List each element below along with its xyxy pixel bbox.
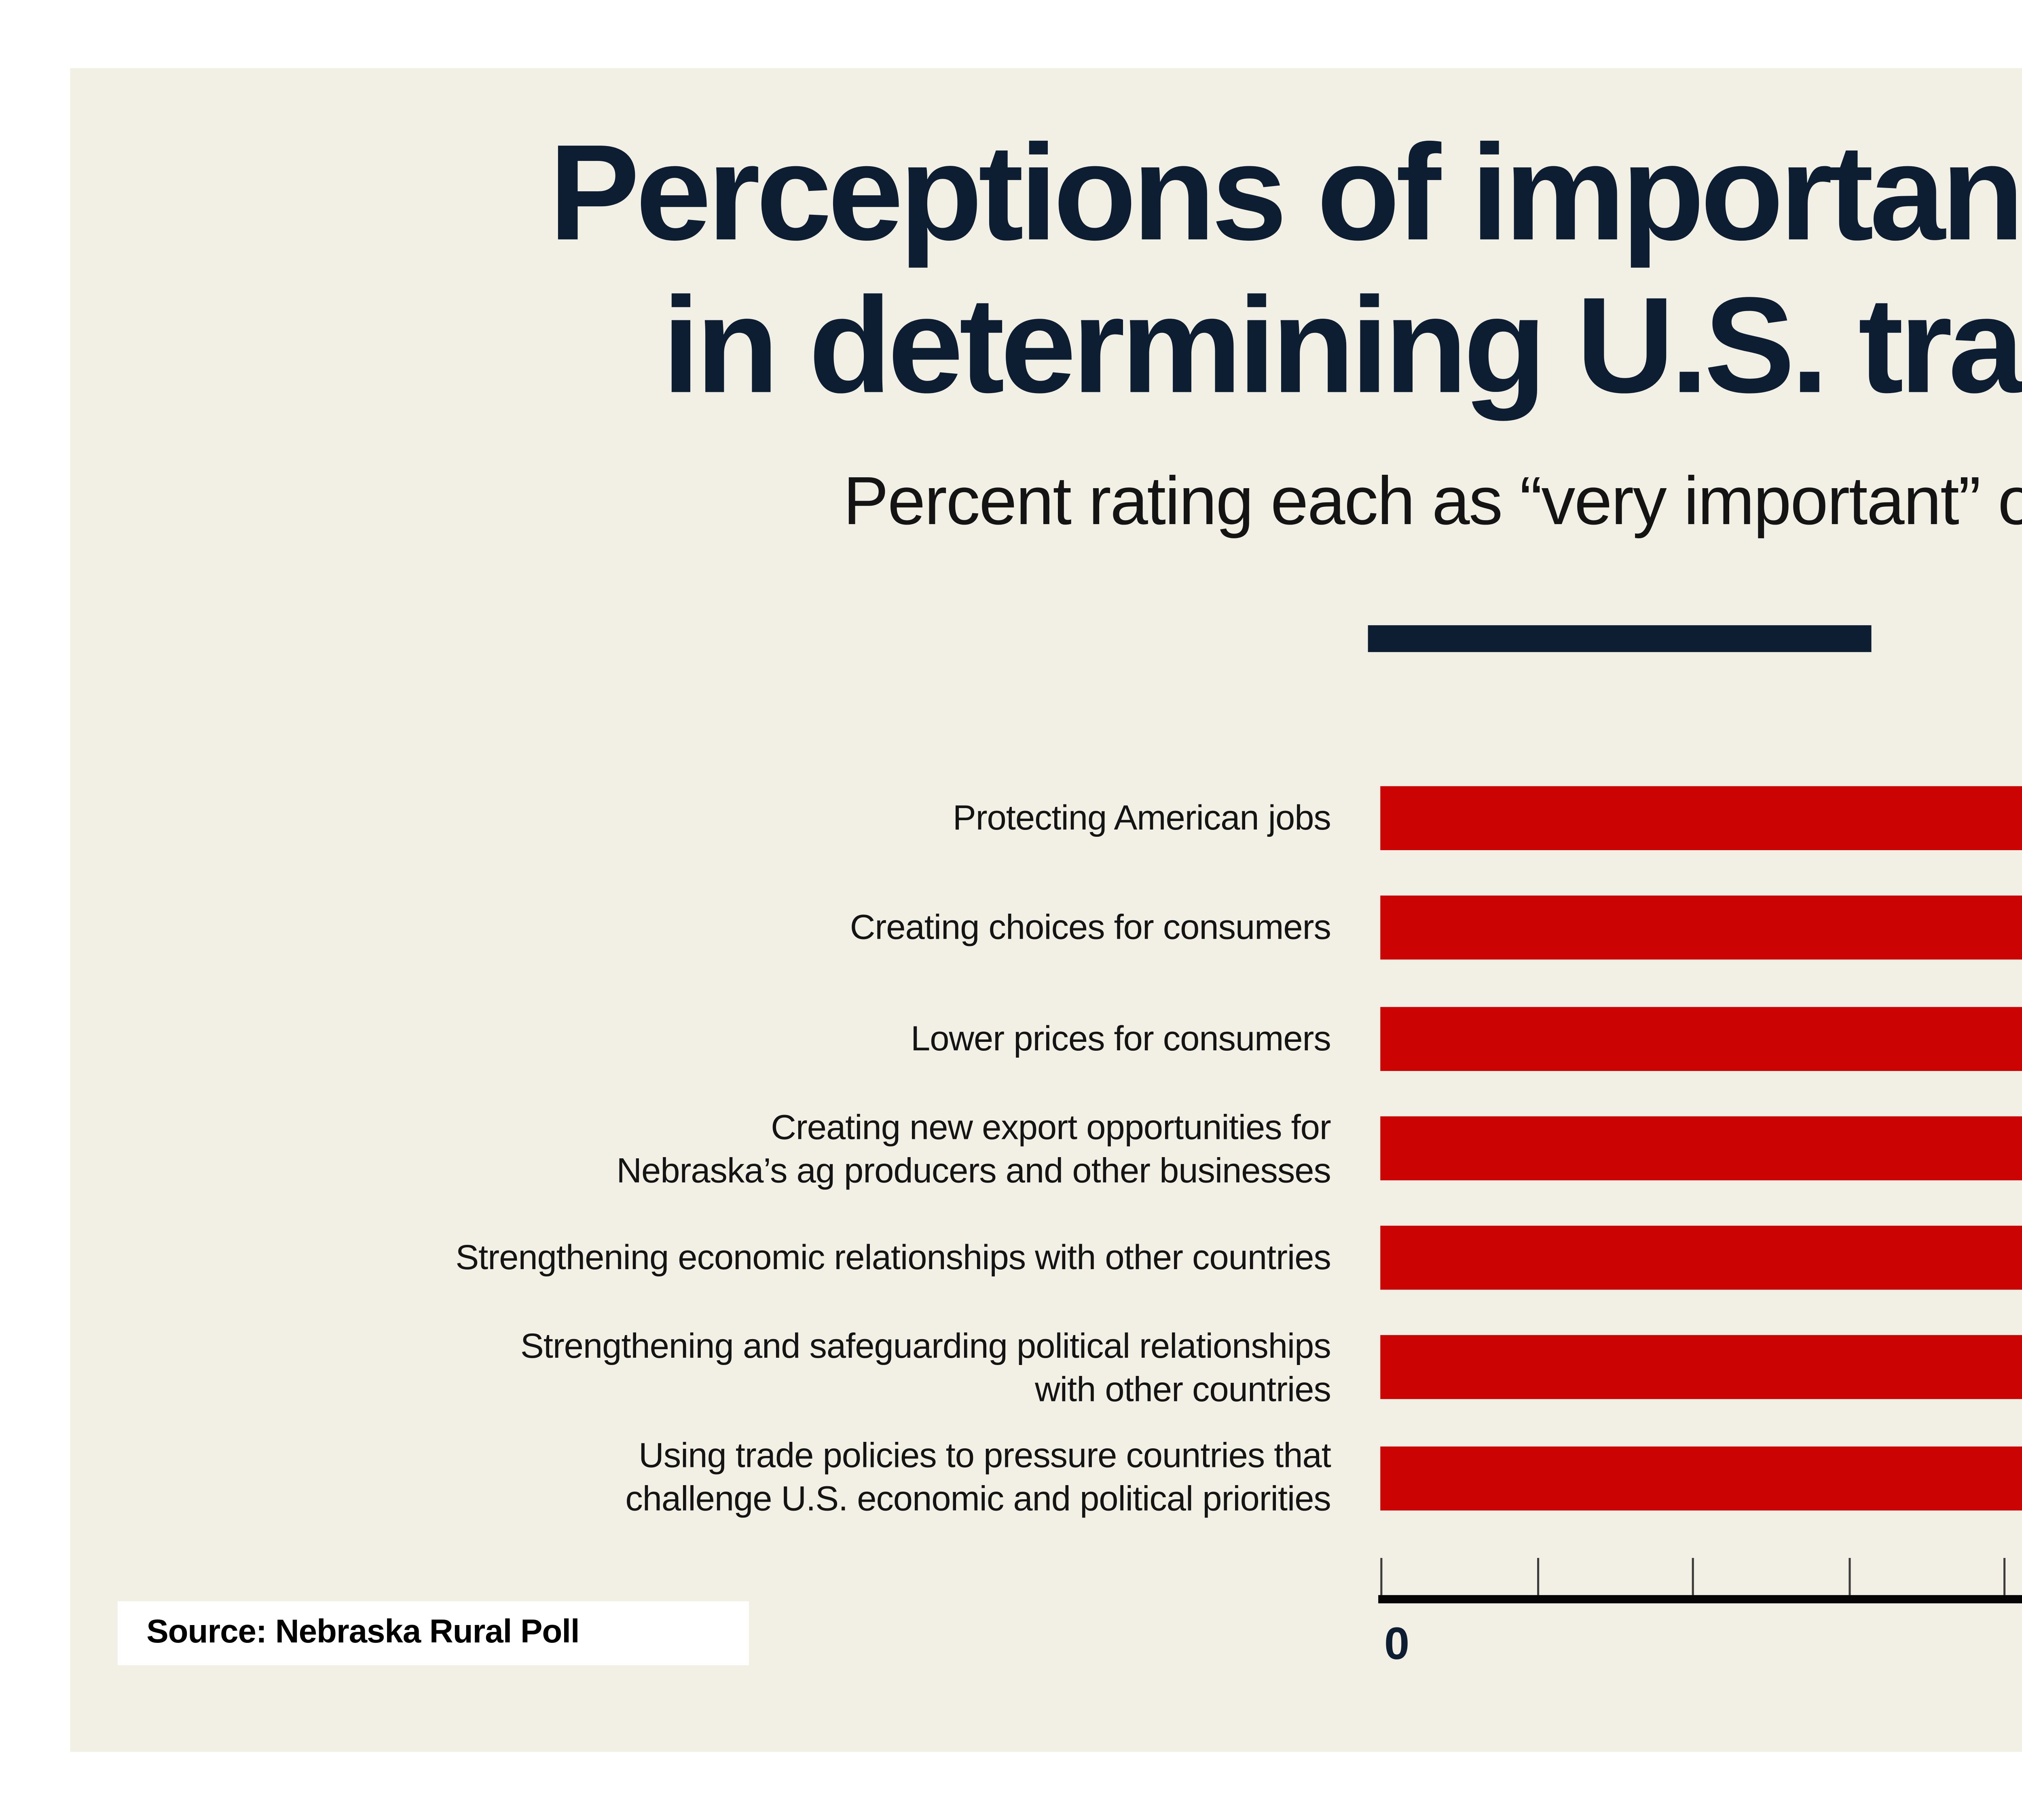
bar-row: Strengthening economic relationships wit… <box>0 1203 2022 1313</box>
bar-row: Using trade policies to pressure countri… <box>0 1423 2022 1533</box>
category-label-line: Using trade policies to pressure countri… <box>639 1437 1331 1477</box>
bar <box>1380 1006 2022 1070</box>
source-box: Source: Nebraska Rural Poll <box>117 1601 749 1666</box>
x-axis-tick <box>1380 1558 1383 1595</box>
bar-rows: Protecting American jobs88Creating choic… <box>0 764 2022 1533</box>
category-label-line: Nebraska’s ag producers and other busine… <box>616 1150 1331 1190</box>
bar <box>1380 786 2022 851</box>
category-label: Lower prices for consumers <box>0 984 1331 1094</box>
bar <box>1380 1226 2022 1290</box>
category-label-line: challenge U.S. economic and political pr… <box>625 1480 1331 1520</box>
category-label: Strengthening economic relationships wit… <box>0 1203 1331 1313</box>
chart-title: Perceptions of importance of items in de… <box>0 116 2022 421</box>
x-axis-ticks <box>1380 1558 2022 1595</box>
bar-row: Creating new export opportunities for Neb… <box>0 1094 2022 1204</box>
chart-title-line2: in determining U.S. trade policy <box>662 268 2022 421</box>
category-label-line: Protecting American jobs <box>952 799 1331 838</box>
x-axis-tick <box>1692 1558 1694 1595</box>
category-label: Creating choices for consumers <box>0 874 1331 984</box>
category-label-line: Strengthening and safeguarding political… <box>520 1327 1331 1367</box>
bar-row: Strengthening and safeguarding political… <box>0 1313 2022 1423</box>
bar-row: Lower prices for consumers88 <box>0 984 2022 1094</box>
chart-subtitle: Percent rating each as “very important” … <box>843 462 2022 539</box>
category-label-line: Strengthening economic relationships wit… <box>455 1238 1331 1278</box>
category-label-line: Lower prices for consumers <box>910 1019 1331 1058</box>
x-axis-tick <box>1536 1558 1539 1595</box>
category-label: Creating new export opportunities for Neb… <box>0 1094 1331 1204</box>
source-label: Source: Nebraska Rural Poll <box>146 1615 580 1650</box>
x-axis-tick <box>2004 1558 2007 1595</box>
bar-row: Protecting American jobs88 <box>0 764 2022 874</box>
category-label: Protecting American jobs <box>0 764 1331 874</box>
bar <box>1380 1446 2022 1510</box>
category-label: Strengthening and safeguarding political… <box>0 1313 1331 1423</box>
category-label: Using trade policies to pressure countri… <box>0 1423 1331 1533</box>
bar <box>1380 1116 2022 1180</box>
bar <box>1380 896 2022 960</box>
x-axis-tick <box>1848 1558 1851 1595</box>
title-divider-rule <box>1368 625 1872 652</box>
x-axis-labels: 050100 <box>1380 1618 2022 1676</box>
x-axis-tick-label: 0 <box>1384 1617 1410 1670</box>
chart-title-line1: Perceptions of importance of items <box>549 115 2022 269</box>
x-axis-baseline <box>1378 1595 2022 1604</box>
bar <box>1380 1336 2022 1400</box>
category-label-line: Creating choices for consumers <box>850 909 1331 948</box>
bar-row: Creating choices for consumers87 <box>0 874 2022 984</box>
category-label-line: Creating new export opportunities for <box>771 1107 1331 1147</box>
category-label-line: with other countries <box>1035 1370 1331 1410</box>
